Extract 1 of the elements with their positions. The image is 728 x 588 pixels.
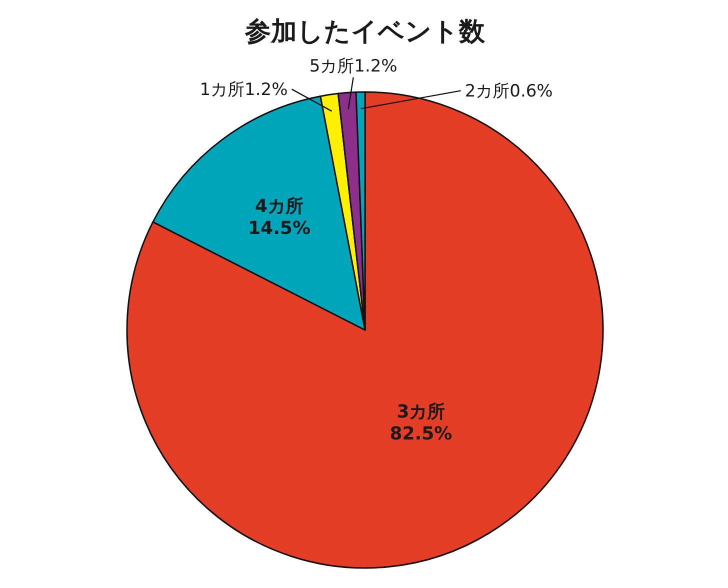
title: 参加したイベント数 <box>245 17 485 47</box>
